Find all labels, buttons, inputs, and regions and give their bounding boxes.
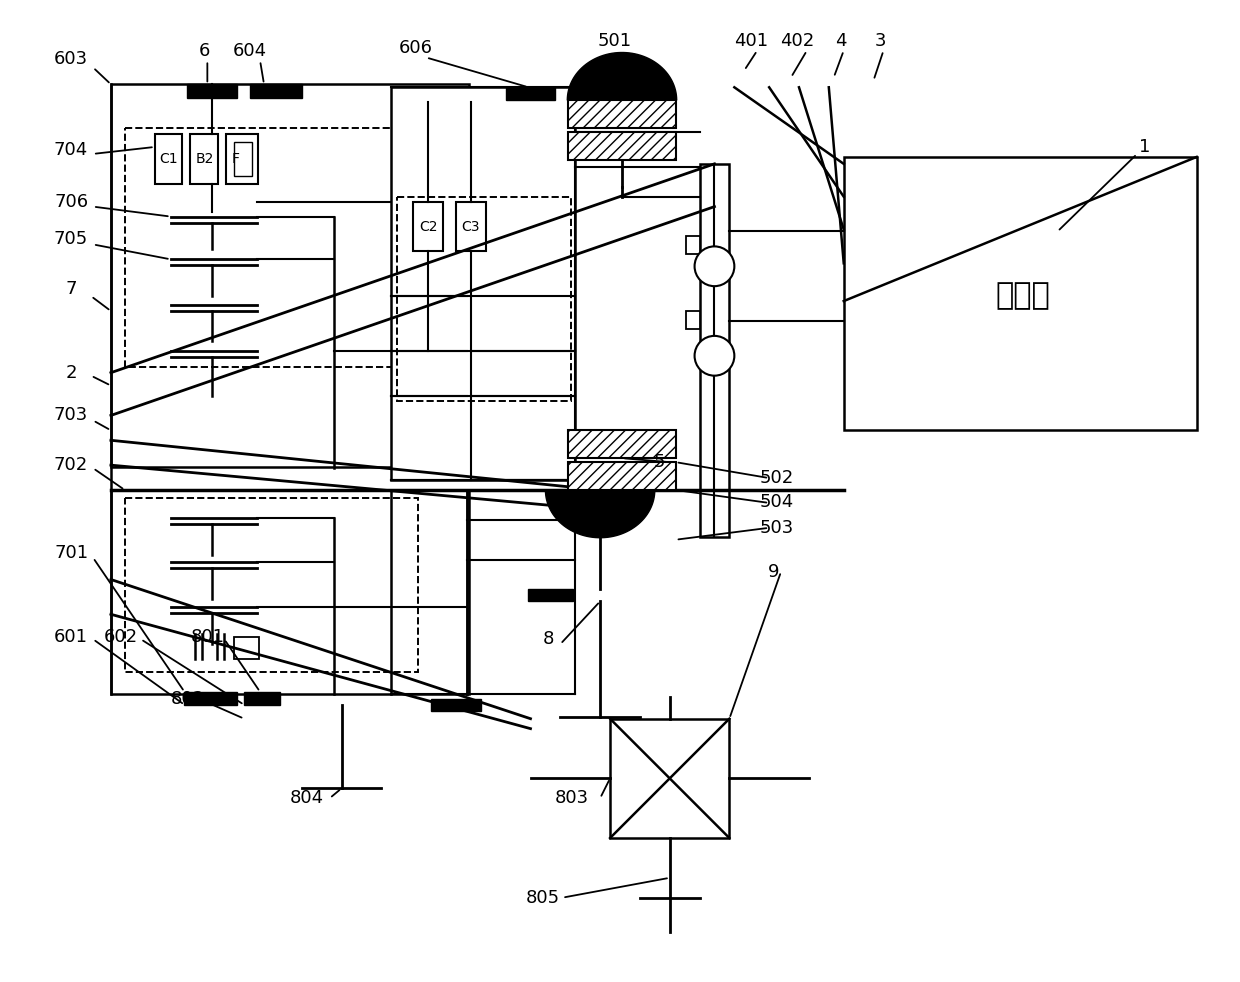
Bar xyxy=(456,201,486,251)
Text: 703: 703 xyxy=(55,407,88,424)
Bar xyxy=(226,134,258,184)
Text: 802: 802 xyxy=(170,689,205,708)
Polygon shape xyxy=(250,84,301,98)
Text: 401: 401 xyxy=(734,31,769,49)
Text: 801: 801 xyxy=(191,628,224,646)
Text: 发动机: 发动机 xyxy=(996,282,1050,310)
Text: 702: 702 xyxy=(55,457,88,474)
Text: C3: C3 xyxy=(461,220,480,234)
Text: 601: 601 xyxy=(55,628,88,646)
Polygon shape xyxy=(506,87,556,100)
Bar xyxy=(699,164,729,537)
Bar xyxy=(234,637,259,659)
Circle shape xyxy=(694,246,734,286)
Bar xyxy=(191,134,218,184)
Text: 9: 9 xyxy=(769,563,780,580)
Text: 805: 805 xyxy=(526,889,559,906)
Bar xyxy=(568,463,676,490)
Text: 602: 602 xyxy=(104,628,138,646)
Text: C2: C2 xyxy=(419,220,438,234)
Text: 704: 704 xyxy=(55,141,88,159)
Bar xyxy=(110,490,469,694)
Text: 705: 705 xyxy=(55,231,88,248)
Text: 8: 8 xyxy=(543,630,554,648)
Text: 606: 606 xyxy=(399,38,433,57)
Polygon shape xyxy=(244,692,280,705)
Text: C1: C1 xyxy=(159,152,177,166)
Polygon shape xyxy=(527,589,573,601)
Text: 402: 402 xyxy=(780,31,815,49)
Bar xyxy=(397,196,572,401)
Text: 604: 604 xyxy=(233,41,267,60)
Polygon shape xyxy=(185,692,237,705)
Text: 603: 603 xyxy=(55,50,88,69)
Text: B2: B2 xyxy=(195,152,213,166)
Text: 5: 5 xyxy=(653,453,666,471)
Polygon shape xyxy=(187,84,237,98)
Polygon shape xyxy=(546,490,655,538)
Text: 803: 803 xyxy=(556,790,589,807)
Text: 3: 3 xyxy=(874,31,887,49)
Text: 2: 2 xyxy=(66,363,77,382)
Circle shape xyxy=(694,336,734,376)
Bar xyxy=(843,157,1197,430)
Text: 4: 4 xyxy=(835,31,847,49)
Text: 504: 504 xyxy=(760,493,795,511)
Bar xyxy=(155,134,182,184)
Text: 502: 502 xyxy=(760,469,795,487)
Text: 501: 501 xyxy=(598,31,632,49)
Bar xyxy=(234,142,252,176)
Text: 7: 7 xyxy=(66,280,77,299)
Bar xyxy=(125,498,418,672)
Bar xyxy=(568,132,676,160)
Bar xyxy=(568,430,676,459)
Text: 1: 1 xyxy=(1140,137,1151,156)
Text: 706: 706 xyxy=(55,192,88,211)
Text: 804: 804 xyxy=(290,790,324,807)
Bar xyxy=(610,719,729,838)
Polygon shape xyxy=(432,699,481,711)
Text: F: F xyxy=(231,152,239,166)
Text: 503: 503 xyxy=(760,518,795,537)
Text: 6: 6 xyxy=(198,41,210,60)
Bar xyxy=(568,100,676,128)
Text: 701: 701 xyxy=(55,544,88,562)
Bar xyxy=(125,128,418,366)
Polygon shape xyxy=(567,52,677,100)
Bar xyxy=(413,201,443,251)
Bar xyxy=(686,237,699,254)
Bar xyxy=(686,311,699,329)
Bar xyxy=(110,84,469,467)
Bar xyxy=(392,87,575,480)
